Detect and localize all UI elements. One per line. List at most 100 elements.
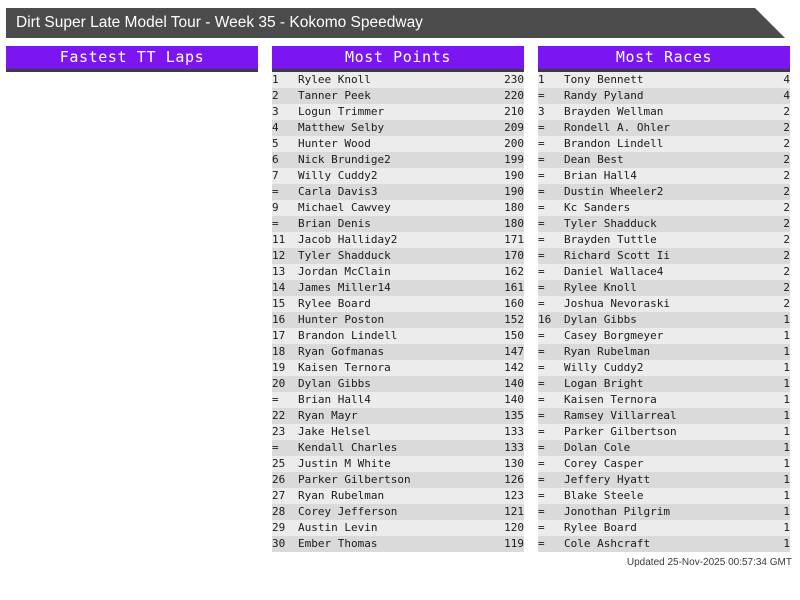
table-row[interactable]: = Brandon Lindell 2 bbox=[538, 136, 790, 152]
table-row[interactable]: 2 Tanner Peek 220 bbox=[272, 88, 524, 104]
table-row[interactable]: 26 Parker Gilbertson 126 bbox=[272, 472, 524, 488]
row-position: 2 bbox=[272, 89, 279, 102]
table-row[interactable]: = Randy Pyland 4 bbox=[538, 88, 790, 104]
row-position: 5 bbox=[272, 137, 279, 150]
row-driver-name: Blake Steele bbox=[564, 489, 644, 502]
table-row[interactable]: = Logan Bright 1 bbox=[538, 376, 790, 392]
row-position: = bbox=[538, 121, 545, 134]
row-value: 120 bbox=[504, 521, 524, 534]
row-value: 230 bbox=[504, 73, 524, 86]
table-row[interactable]: = Rylee Knoll 2 bbox=[538, 280, 790, 296]
table-row[interactable]: 13 Jordan McClain 162 bbox=[272, 264, 524, 280]
table-row[interactable]: 29 Austin Levin 120 bbox=[272, 520, 524, 536]
table-row[interactable]: 22 Ryan Mayr 135 bbox=[272, 408, 524, 424]
row-position: = bbox=[538, 297, 545, 310]
row-driver-name: Ryan Rubelman bbox=[564, 345, 651, 358]
table-row[interactable]: 5 Hunter Wood 200 bbox=[272, 136, 524, 152]
row-position: 22 bbox=[272, 409, 286, 422]
table-row[interactable]: 1 Rylee Knoll 230 bbox=[272, 72, 524, 88]
table-row[interactable]: = Brian Hall4 140 bbox=[272, 392, 524, 408]
table-row[interactable]: 9 Michael Cawvey 180 bbox=[272, 200, 524, 216]
row-value: 199 bbox=[504, 153, 524, 166]
row-driver-name: Ryan Rubelman bbox=[298, 489, 385, 502]
table-row[interactable]: = Corey Casper 1 bbox=[538, 456, 790, 472]
row-position: 4 bbox=[272, 121, 279, 134]
table-row[interactable]: = Richard Scott Ii 2 bbox=[538, 248, 790, 264]
row-position: = bbox=[538, 329, 545, 342]
table-row[interactable]: = Kaisen Ternora 1 bbox=[538, 392, 790, 408]
panel-header-most-points[interactable]: Most Points bbox=[272, 46, 524, 72]
table-row[interactable]: = Dustin Wheeler2 2 bbox=[538, 184, 790, 200]
table-row[interactable]: = Kc Sanders 2 bbox=[538, 200, 790, 216]
table-row[interactable]: = Joshua Nevoraski 2 bbox=[538, 296, 790, 312]
row-driver-name: Willy Cuddy2 bbox=[298, 169, 378, 182]
row-position: = bbox=[538, 489, 545, 502]
table-row[interactable]: 4 Matthew Selby 209 bbox=[272, 120, 524, 136]
row-value: 1 bbox=[783, 521, 790, 534]
row-position: 20 bbox=[272, 377, 286, 390]
table-row[interactable]: = Willy Cuddy2 1 bbox=[538, 360, 790, 376]
row-driver-name: Tyler Shadduck bbox=[298, 249, 391, 262]
table-row[interactable]: = Kendall Charles 133 bbox=[272, 440, 524, 456]
table-row[interactable]: = Blake Steele 1 bbox=[538, 488, 790, 504]
table-row[interactable]: 11 Jacob Halliday2 171 bbox=[272, 232, 524, 248]
row-value: 135 bbox=[504, 409, 524, 422]
table-row[interactable]: 19 Kaisen Ternora 142 bbox=[272, 360, 524, 376]
row-driver-name: Nick Brundige2 bbox=[298, 153, 391, 166]
table-row[interactable]: 27 Ryan Rubelman 123 bbox=[272, 488, 524, 504]
table-row[interactable]: 14 James Miller14 161 bbox=[272, 280, 524, 296]
row-position: 3 bbox=[272, 105, 279, 118]
row-position: = bbox=[538, 89, 545, 102]
row-value: 2 bbox=[783, 169, 790, 182]
table-row[interactable]: 15 Rylee Board 160 bbox=[272, 296, 524, 312]
row-value: 152 bbox=[504, 313, 524, 326]
row-value: 140 bbox=[504, 377, 524, 390]
row-position: 15 bbox=[272, 297, 286, 310]
row-position: 7 bbox=[272, 169, 279, 182]
table-row[interactable]: = Tyler Shadduck 2 bbox=[538, 216, 790, 232]
table-row[interactable]: = Rondell A. Ohler 2 bbox=[538, 120, 790, 136]
table-row[interactable]: = Dolan Cole 1 bbox=[538, 440, 790, 456]
table-row[interactable]: = Brian Denis 180 bbox=[272, 216, 524, 232]
table-row[interactable]: 3 Logun Trimmer 210 bbox=[272, 104, 524, 120]
row-position: 19 bbox=[272, 361, 286, 374]
table-row[interactable]: = Jeffery Hyatt 1 bbox=[538, 472, 790, 488]
table-row[interactable]: 28 Corey Jefferson 121 bbox=[272, 504, 524, 520]
panel-header-most-races[interactable]: Most Races bbox=[538, 46, 790, 72]
panel-header-fastest-tt-laps[interactable]: Fastest TT Laps bbox=[6, 46, 258, 72]
row-value: 1 bbox=[783, 409, 790, 422]
table-row[interactable]: = Brian Hall4 2 bbox=[538, 168, 790, 184]
table-row[interactable]: = Carla Davis3 190 bbox=[272, 184, 524, 200]
table-row[interactable]: 30 Ember Thomas 119 bbox=[272, 536, 524, 552]
table-row[interactable]: 18 Ryan Gofmanas 147 bbox=[272, 344, 524, 360]
row-position: 26 bbox=[272, 473, 286, 486]
table-row[interactable]: = Casey Borgmeyer 1 bbox=[538, 328, 790, 344]
table-row[interactable]: 23 Jake Helsel 133 bbox=[272, 424, 524, 440]
table-row[interactable]: = Brayden Tuttle 2 bbox=[538, 232, 790, 248]
row-value: 1 bbox=[783, 489, 790, 502]
table-row[interactable]: 25 Justin M White 130 bbox=[272, 456, 524, 472]
table-row[interactable]: 16 Dylan Gibbs 1 bbox=[538, 312, 790, 328]
table-row[interactable]: = Parker Gilbertson 1 bbox=[538, 424, 790, 440]
table-row[interactable]: 20 Dylan Gibbs 140 bbox=[272, 376, 524, 392]
table-row[interactable]: = Ramsey Villarreal 1 bbox=[538, 408, 790, 424]
table-row[interactable]: = Dean Best 2 bbox=[538, 152, 790, 168]
table-row[interactable]: 3 Brayden Wellman 2 bbox=[538, 104, 790, 120]
table-row[interactable]: = Jonothan Pilgrim 1 bbox=[538, 504, 790, 520]
row-driver-name: Jacob Halliday2 bbox=[298, 233, 398, 246]
row-driver-name: Daniel Wallace4 bbox=[564, 265, 664, 278]
panel-body-most-points: 1 Rylee Knoll 230 2 Tanner Peek 220 3 Logun Tri… bbox=[272, 72, 524, 552]
table-row[interactable]: 12 Tyler Shadduck 170 bbox=[272, 248, 524, 264]
table-row[interactable]: 17 Brandon Lindell 150 bbox=[272, 328, 524, 344]
row-driver-name: Corey Casper bbox=[564, 457, 644, 470]
row-value: 1 bbox=[783, 505, 790, 518]
table-row[interactable]: = Cole Ashcraft 1 bbox=[538, 536, 790, 552]
table-row[interactable]: 6 Nick Brundige2 199 bbox=[272, 152, 524, 168]
table-row[interactable]: 16 Hunter Poston 152 bbox=[272, 312, 524, 328]
table-row[interactable]: = Daniel Wallace4 2 bbox=[538, 264, 790, 280]
table-row[interactable]: 7 Willy Cuddy2 190 bbox=[272, 168, 524, 184]
table-row[interactable]: = Rylee Board 1 bbox=[538, 520, 790, 536]
table-row[interactable]: 1 Tony Bennett 4 bbox=[538, 72, 790, 88]
table-row[interactable]: = Ryan Rubelman 1 bbox=[538, 344, 790, 360]
row-value: 210 bbox=[504, 105, 524, 118]
